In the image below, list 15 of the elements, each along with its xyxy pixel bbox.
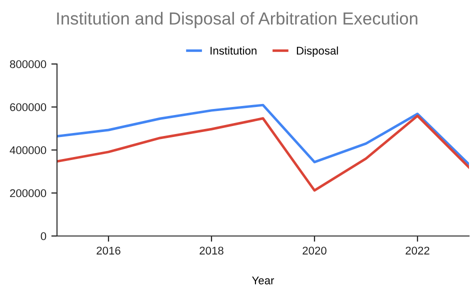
y-tick-label: 600000 xyxy=(10,103,46,112)
x-tick-label: 2020 xyxy=(302,246,326,255)
line-series xyxy=(57,104,469,166)
x-axis-title: Year xyxy=(252,276,274,284)
x-tick-label: 2016 xyxy=(96,246,120,255)
y-tick-label: 400000 xyxy=(10,146,46,154)
legend-label: Disposal xyxy=(296,46,338,57)
line-series xyxy=(57,114,469,192)
x-tick-label: 2022 xyxy=(406,246,430,255)
chart-title: Institution and Disposal of Arbitration Execution xyxy=(57,12,418,28)
legend-label: Institution xyxy=(210,46,256,55)
y-tick-label: 0 xyxy=(40,232,46,240)
y-tick-label: 200000 xyxy=(10,189,46,198)
x-tick-label: 2018 xyxy=(200,246,224,255)
y-tick-label: 800000 xyxy=(10,60,46,68)
